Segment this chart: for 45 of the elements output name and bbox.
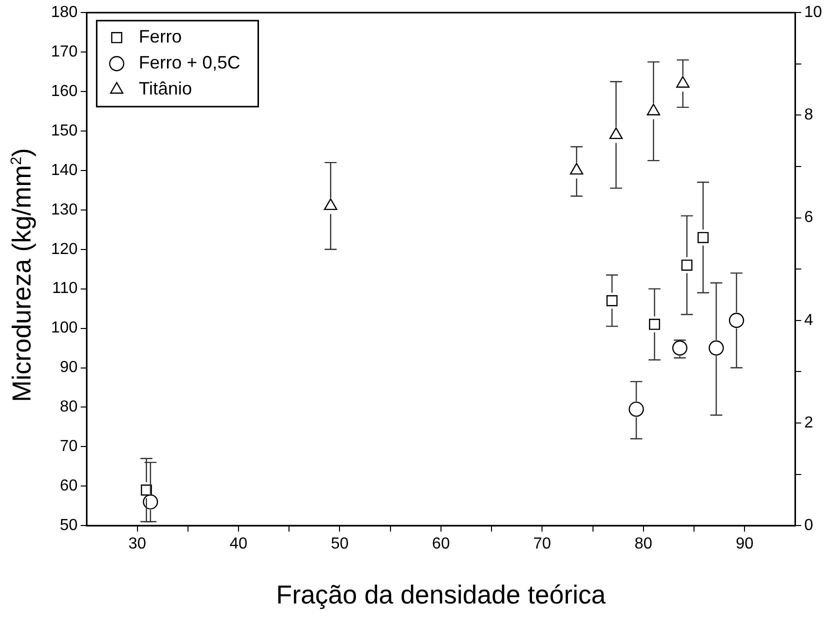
point xyxy=(698,232,709,244)
y-tick-label: 150 xyxy=(50,122,78,140)
legend-label: Titânio xyxy=(138,78,192,99)
point xyxy=(609,127,623,140)
x-tick-label: 30 xyxy=(128,536,146,553)
y2-tick-label: 4 xyxy=(804,312,814,329)
point xyxy=(681,260,692,271)
y2-tick-label: 10 xyxy=(804,4,822,22)
y2-tick-label: 6 xyxy=(804,209,814,226)
legend-label: Ferro xyxy=(138,26,182,47)
y2-tick-label: 8 xyxy=(804,106,814,124)
y-tick-label: 70 xyxy=(60,438,78,456)
y-tick-label: 50 xyxy=(60,517,78,534)
y-tick-label: 90 xyxy=(60,359,78,376)
y-tick-label: 130 xyxy=(50,201,78,218)
point xyxy=(140,484,152,496)
y-tick-label: 180 xyxy=(50,4,78,22)
point xyxy=(324,198,338,210)
x-tick-label: 60 xyxy=(432,536,450,553)
point xyxy=(570,162,584,175)
y2-tick-label: 0 xyxy=(804,517,814,534)
x-tick-label: 70 xyxy=(533,536,552,553)
y-tick-label: 60 xyxy=(60,478,78,495)
y-tick-label: 120 xyxy=(50,240,78,258)
point xyxy=(628,402,644,417)
x-tick-label: 90 xyxy=(736,536,754,553)
y-tick-label: 100 xyxy=(50,320,78,337)
y-tick-label: 110 xyxy=(52,280,78,298)
point xyxy=(606,295,618,306)
x-tick-label: 40 xyxy=(230,536,248,553)
x-tick-label: 50 xyxy=(330,536,349,553)
point xyxy=(708,340,724,356)
point xyxy=(648,318,660,330)
point xyxy=(646,104,660,116)
y-tick-label: 80 xyxy=(60,398,78,416)
point xyxy=(728,312,744,328)
x-tick-label: 80 xyxy=(634,536,652,553)
x-axis-title: Fração da densidade teórica xyxy=(276,580,606,610)
y-tick-label: 160 xyxy=(50,82,78,100)
y-tick-label: 140 xyxy=(50,162,78,179)
legend-label: Ferro + 0,5C xyxy=(138,52,240,73)
y-tick-label: 170 xyxy=(50,43,78,60)
point xyxy=(676,76,690,88)
y2-tick-label: 2 xyxy=(804,414,814,432)
point xyxy=(142,494,158,510)
